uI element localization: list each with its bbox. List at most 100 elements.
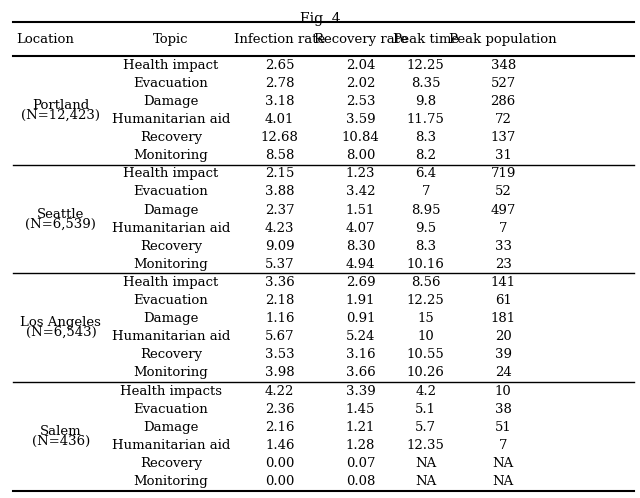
Text: 2.02: 2.02 <box>346 77 375 90</box>
Text: NA: NA <box>415 475 436 488</box>
Text: 10: 10 <box>495 384 511 397</box>
Text: 348: 348 <box>491 59 516 72</box>
Text: 4.23: 4.23 <box>265 222 294 235</box>
Text: Topic: Topic <box>154 33 189 46</box>
Text: 61: 61 <box>495 294 511 307</box>
Text: 7: 7 <box>499 222 508 235</box>
Text: 1.46: 1.46 <box>265 439 294 452</box>
Text: (N=6,539): (N=6,539) <box>26 218 97 231</box>
Text: Recovery: Recovery <box>140 131 202 144</box>
Text: 10.26: 10.26 <box>406 367 445 379</box>
Text: 38: 38 <box>495 402 511 416</box>
Text: Recovery: Recovery <box>140 348 202 362</box>
Text: 51: 51 <box>495 421 511 434</box>
Text: Los Angeles: Los Angeles <box>20 316 101 329</box>
Text: 8.3: 8.3 <box>415 131 436 144</box>
Text: 137: 137 <box>490 131 516 144</box>
Text: 0.00: 0.00 <box>265 475 294 488</box>
Text: 0.91: 0.91 <box>346 312 375 325</box>
Text: 11.75: 11.75 <box>406 113 445 126</box>
Text: Portland: Portland <box>32 99 90 112</box>
Text: 1.91: 1.91 <box>346 294 375 307</box>
Text: 4.22: 4.22 <box>265 384 294 397</box>
Text: 1.23: 1.23 <box>346 167 375 180</box>
Text: 8.30: 8.30 <box>346 240 375 253</box>
Text: 39: 39 <box>495 348 512 362</box>
Text: 24: 24 <box>495 367 511 379</box>
Text: 1.16: 1.16 <box>265 312 294 325</box>
Text: (N=436): (N=436) <box>32 435 90 448</box>
Text: Monitoring: Monitoring <box>134 149 209 162</box>
Text: 10.55: 10.55 <box>407 348 445 362</box>
Text: 2.36: 2.36 <box>265 402 294 416</box>
Text: 8.35: 8.35 <box>411 77 440 90</box>
Text: 12.25: 12.25 <box>407 294 445 307</box>
Text: 7: 7 <box>499 439 508 452</box>
Text: 8.56: 8.56 <box>411 276 440 289</box>
Text: Fig. 4: Fig. 4 <box>300 12 340 26</box>
Text: Recovery rate: Recovery rate <box>314 33 407 46</box>
Text: 6.4: 6.4 <box>415 167 436 180</box>
Text: 52: 52 <box>495 185 511 199</box>
Text: 141: 141 <box>491 276 516 289</box>
Text: 5.24: 5.24 <box>346 330 375 343</box>
Text: (N=6,543): (N=6,543) <box>26 326 96 339</box>
Text: 31: 31 <box>495 149 511 162</box>
Text: Monitoring: Monitoring <box>134 258 209 271</box>
Text: 15: 15 <box>417 312 434 325</box>
Text: Seattle: Seattle <box>37 208 84 221</box>
Text: 9.09: 9.09 <box>265 240 294 253</box>
Text: Peak time: Peak time <box>392 33 459 46</box>
Text: 497: 497 <box>490 204 516 217</box>
Text: Health impact: Health impact <box>124 59 219 72</box>
Text: 3.59: 3.59 <box>346 113 375 126</box>
Text: 1.21: 1.21 <box>346 421 375 434</box>
Text: Damage: Damage <box>143 421 199 434</box>
Text: 12.35: 12.35 <box>406 439 445 452</box>
Text: 2.37: 2.37 <box>265 204 294 217</box>
Text: 5.1: 5.1 <box>415 402 436 416</box>
Text: 10: 10 <box>417 330 434 343</box>
Text: 20: 20 <box>495 330 511 343</box>
Text: 0.08: 0.08 <box>346 475 375 488</box>
Text: 8.58: 8.58 <box>265 149 294 162</box>
Text: 72: 72 <box>495 113 511 126</box>
Text: 10.84: 10.84 <box>342 131 380 144</box>
Text: 8.2: 8.2 <box>415 149 436 162</box>
Text: NA: NA <box>493 475 514 488</box>
Text: 33: 33 <box>495 240 512 253</box>
Text: NA: NA <box>415 457 436 470</box>
Text: Damage: Damage <box>143 204 199 217</box>
Text: 9.5: 9.5 <box>415 222 436 235</box>
Text: Recovery: Recovery <box>140 240 202 253</box>
Text: 3.18: 3.18 <box>265 95 294 108</box>
Text: 4.01: 4.01 <box>265 113 294 126</box>
Text: 9.8: 9.8 <box>415 95 436 108</box>
Text: 3.39: 3.39 <box>346 384 375 397</box>
Text: 4.2: 4.2 <box>415 384 436 397</box>
Text: 2.53: 2.53 <box>346 95 375 108</box>
Text: 8.95: 8.95 <box>411 204 440 217</box>
Text: Damage: Damage <box>143 312 199 325</box>
Text: 5.37: 5.37 <box>265 258 294 271</box>
Text: Peak population: Peak population <box>449 33 557 46</box>
Text: Health impacts: Health impacts <box>120 384 222 397</box>
Text: 12.25: 12.25 <box>407 59 445 72</box>
Text: 2.69: 2.69 <box>346 276 375 289</box>
Text: 2.16: 2.16 <box>265 421 294 434</box>
Text: 3.98: 3.98 <box>265 367 294 379</box>
Text: 10.16: 10.16 <box>406 258 445 271</box>
Text: 2.78: 2.78 <box>265 77 294 90</box>
Text: 1.45: 1.45 <box>346 402 375 416</box>
Text: (N=12,423): (N=12,423) <box>21 109 100 122</box>
Text: Infection rate: Infection rate <box>234 33 325 46</box>
Text: Humanitarian aid: Humanitarian aid <box>112 439 230 452</box>
Text: 3.42: 3.42 <box>346 185 375 199</box>
Text: Damage: Damage <box>143 95 199 108</box>
Text: 0.00: 0.00 <box>265 457 294 470</box>
Text: 1.28: 1.28 <box>346 439 375 452</box>
Text: 2.04: 2.04 <box>346 59 375 72</box>
Text: 7: 7 <box>421 185 430 199</box>
Text: 12.68: 12.68 <box>261 131 299 144</box>
Text: 4.07: 4.07 <box>346 222 375 235</box>
